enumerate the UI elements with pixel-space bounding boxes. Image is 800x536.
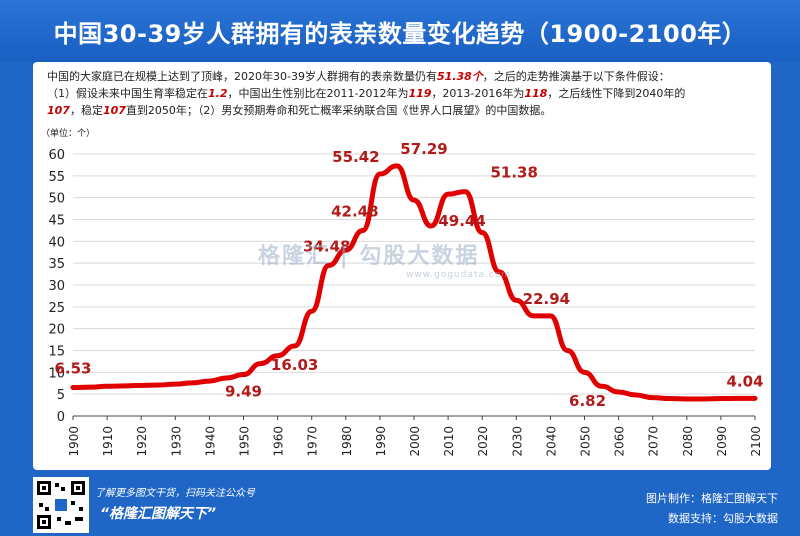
desc-line1-suffix: ，之后的走势推演基于以下条件假设： [482,70,670,83]
y-tick-label: 0 [57,410,65,425]
y-tick-label: 20 [48,323,65,338]
x-tick-label: 2010 [442,426,456,457]
data-label: 6.82 [569,392,606,410]
x-tick-label: 1950 [238,426,252,457]
watermark-text: 格隆汇 | 勾股大数据 [258,244,480,269]
desc-line2-g: ，之后线性下降到2040年的 [547,87,686,100]
y-axis-unit-label: （单位：个） [41,127,95,139]
data-label: 55.42 [332,148,379,166]
data-label: 57.29 [400,140,447,158]
x-tick-label: 1960 [272,426,286,457]
x-tick-label: 1930 [169,426,183,457]
y-tick-label: 30 [48,279,65,294]
x-tick-label: 1910 [101,426,115,457]
chart-panel: 中国的大家庭已在规模上达到了顶峰，2020年30-39岁人群拥有的表亲数量仍有5… [33,62,771,470]
desc-line2-f: 118 [524,87,548,100]
desc-line3-a: 107 [47,104,70,117]
y-tick-label: 45 [48,214,65,229]
line-chart: （单位：个） 0 5 10 15 20 25 30 35 40 45 50 55 60 1900 1910 19… [41,127,764,457]
chart-description: 中国的大家庭已在规模上达到了顶峰，2020年30-39岁人群拥有的表亲数量仍有5… [47,68,759,119]
x-tick-label: 2000 [408,426,422,457]
y-tick-label: 25 [48,301,65,316]
x-tick-label: 2080 [681,426,695,457]
desc-line2-d: 119 [408,87,432,100]
y-tick-label: 5 [57,388,65,403]
footer [0,470,800,536]
x-tick-label: 2040 [544,426,558,457]
desc-line2-e: ，2013-2016年为 [431,87,525,100]
x-tick-label: 2030 [510,426,524,457]
desc-line3-b: ，稳定 [69,104,103,117]
x-tick-label: 1940 [203,426,217,457]
data-label: 22.94 [523,290,570,308]
data-label: 9.49 [225,383,262,401]
data-label: 34.48 [303,237,350,255]
x-tick-label: 2060 [613,426,627,457]
watermark-url: www.gogudata.com [406,270,512,280]
y-tick-label: 50 [48,192,65,207]
data-label: 51.38 [490,164,537,182]
data-label: 49.44 [438,212,485,230]
desc-line1-value: 51.38个 [436,70,483,83]
desc-line2-c: ，中国出生性别比在2011-2012年为 [227,87,409,100]
x-tick-label: 2100 [749,426,763,457]
series-line [70,163,758,402]
desc-line3-c: 107 [102,104,126,117]
x-tick-label: 1920 [135,426,149,457]
x-tick-label: 1970 [306,426,320,457]
footer-subscribe-text: 了解更多图文干货，扫码关注公众号 [95,488,255,499]
footer-credit-maker: 图片制作：格隆汇图解天下 [646,492,778,505]
y-tick-label: 15 [48,345,65,360]
qr-code-icon [33,477,89,533]
footer-brand-text: “格隆汇图解天下” [100,506,217,522]
desc-line1-prefix: 中国的大家庭已在规模上达到了顶峰，2020年30-39岁人群拥有的表亲数量仍有 [47,70,437,83]
x-tick-label: 1990 [374,426,388,457]
x-tick-label: 2020 [476,426,490,457]
data-label: 4.04 [726,372,763,390]
desc-line2-b: 1.2 [208,87,228,100]
page-title: 中国30-39岁人群拥有的表亲数量变化趋势（1900-2100年） [0,0,800,62]
x-tick-label: 2050 [579,426,593,457]
y-tick-label: 60 [48,148,65,163]
data-label: 42.48 [331,203,378,221]
desc-line2-a: （1）假设未来中国生育率稳定在 [47,87,208,100]
x-tick-label: 1980 [340,426,354,457]
x-tick-label: 2090 [715,426,729,457]
data-label: 16.03 [271,356,318,374]
x-tick-label: 1900 [67,426,81,457]
footer-credit-data: 数据支持：勾股大数据 [668,512,778,525]
y-tick-label: 35 [48,257,65,272]
y-tick-label: 40 [48,235,65,250]
desc-line3-d: 直到2050年；（2）男女预期寿命和死亡概率采纳联合国《世界人口展望》的中国数据… [125,104,552,117]
y-tick-label: 10 [48,366,65,381]
x-tick-label: 2070 [647,426,661,457]
y-tick-label: 55 [48,170,65,185]
data-label: 6.53 [54,359,91,377]
